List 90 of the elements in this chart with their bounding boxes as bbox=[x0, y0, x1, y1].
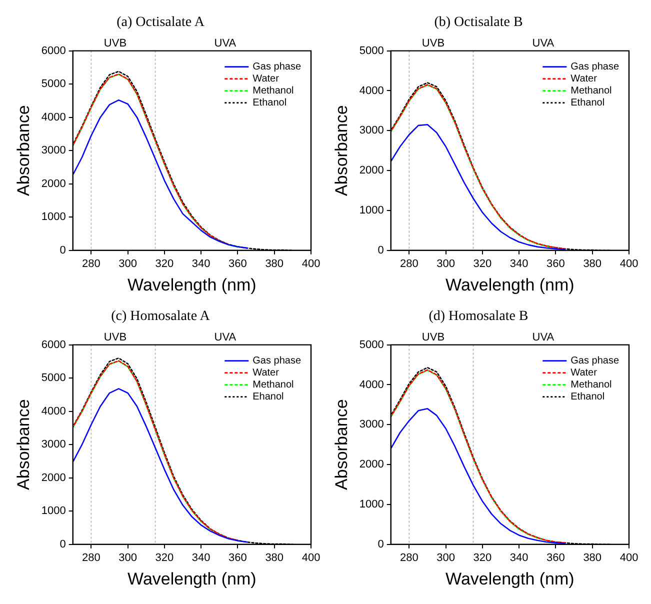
legend-label: Methanol bbox=[252, 380, 294, 391]
legend-label: Methanol bbox=[570, 86, 612, 97]
y-tick-label: 6000 bbox=[41, 338, 66, 351]
y-axis-title: Absorbance bbox=[14, 105, 33, 196]
y-tick-label: 2000 bbox=[359, 458, 384, 471]
x-tick-label: 340 bbox=[510, 258, 528, 270]
x-tick-label: 360 bbox=[228, 258, 247, 270]
legend-label: Ehanol bbox=[252, 392, 284, 403]
y-tick-label: 2000 bbox=[41, 178, 66, 190]
y-tick-label: 3000 bbox=[359, 418, 384, 431]
x-axis-title: Wavelength (nm) bbox=[446, 275, 574, 294]
x-tick-label: 300 bbox=[436, 552, 456, 564]
x-tick-label: 300 bbox=[436, 258, 456, 270]
x-tick-label: 300 bbox=[118, 258, 138, 270]
y-tick-label: 2000 bbox=[41, 472, 66, 484]
legend-label: Gas phase bbox=[570, 356, 620, 367]
chart-title: (d) Homosalate B bbox=[428, 309, 528, 324]
chart-title: (a) Octisalate A bbox=[116, 15, 206, 30]
y-tick-label: 3000 bbox=[41, 144, 66, 157]
x-tick-label: 360 bbox=[546, 552, 565, 564]
x-tick-label: 400 bbox=[620, 258, 638, 270]
text: UVB bbox=[104, 37, 127, 50]
y-axis-title: Absorbance bbox=[332, 105, 351, 196]
x-tick-label: 280 bbox=[400, 552, 418, 564]
x-tick-label: 360 bbox=[546, 258, 565, 270]
y-tick-label: 4000 bbox=[359, 378, 384, 391]
x-tick-label: 300 bbox=[118, 552, 138, 564]
x-tick-label: 380 bbox=[265, 258, 284, 270]
x-tick-label: 320 bbox=[473, 552, 492, 564]
legend-label: Gas phase bbox=[570, 62, 620, 73]
y-tick-label: 4000 bbox=[359, 84, 384, 97]
legend-label: Ethanol bbox=[570, 392, 605, 403]
y-tick-label: 1000 bbox=[41, 211, 66, 224]
text: UVA bbox=[532, 37, 555, 50]
y-tick-label: 5000 bbox=[359, 338, 384, 351]
y-tick-label: 4000 bbox=[41, 405, 66, 418]
x-tick-label: 400 bbox=[302, 552, 320, 564]
x-tick-label: 320 bbox=[155, 552, 174, 564]
x-tick-label: 400 bbox=[302, 258, 320, 270]
x-tick-label: 280 bbox=[82, 258, 100, 270]
x-tick-label: 360 bbox=[228, 552, 247, 564]
y-tick-label: 4000 bbox=[41, 111, 66, 124]
legend-label: Water bbox=[570, 74, 598, 85]
x-tick-label: 320 bbox=[155, 258, 174, 270]
y-tick-label: 5000 bbox=[41, 372, 66, 384]
x-tick-label: 280 bbox=[400, 258, 418, 270]
y-tick-label: 1000 bbox=[41, 505, 66, 518]
x-axis-title: Wavelength (nm) bbox=[128, 569, 256, 588]
x-tick-label: 340 bbox=[192, 258, 210, 270]
text: UVB bbox=[422, 37, 445, 50]
legend-label: Gas phase bbox=[252, 62, 302, 73]
x-tick-label: 340 bbox=[192, 552, 210, 564]
x-tick-label: 380 bbox=[265, 552, 284, 564]
x-tick-label: 340 bbox=[510, 552, 528, 564]
x-axis-title: Wavelength (nm) bbox=[446, 569, 574, 588]
x-tick-label: 400 bbox=[620, 552, 638, 564]
y-axis-title: Absorbance bbox=[332, 399, 351, 490]
y-tick-label: 3000 bbox=[359, 124, 384, 137]
legend-label: Ethanol bbox=[570, 98, 605, 109]
y-tick-label: 0 bbox=[60, 538, 66, 550]
y-tick-label: 0 bbox=[378, 538, 384, 550]
y-tick-label: 3000 bbox=[41, 438, 66, 451]
text: UVB bbox=[422, 331, 445, 344]
legend-label: Methanol bbox=[570, 380, 612, 391]
y-tick-label: 0 bbox=[60, 244, 66, 256]
x-tick-label: 380 bbox=[583, 552, 602, 564]
x-axis-title: Wavelength (nm) bbox=[128, 275, 256, 294]
legend-label: Water bbox=[252, 74, 280, 85]
legend-label: Water bbox=[252, 368, 280, 379]
x-tick-label: 280 bbox=[82, 552, 100, 564]
x-tick-label: 320 bbox=[473, 258, 492, 270]
chart-title: (c) Homosalate A bbox=[111, 309, 211, 324]
y-tick-label: 0 bbox=[378, 244, 384, 256]
y-tick-label: 5000 bbox=[41, 78, 66, 90]
legend-label: Ethanol bbox=[252, 98, 287, 109]
y-tick-label: 5000 bbox=[359, 44, 384, 57]
text: UVA bbox=[214, 37, 237, 50]
text: UVA bbox=[532, 331, 555, 344]
y-tick-label: 6000 bbox=[41, 44, 66, 57]
x-tick-label: 380 bbox=[583, 258, 602, 270]
y-tick-label: 2000 bbox=[359, 164, 384, 177]
legend-label: Gas phase bbox=[252, 356, 302, 367]
text: UVA bbox=[214, 331, 237, 344]
legend-label: Methanol bbox=[252, 86, 294, 97]
text: UVB bbox=[104, 331, 127, 344]
y-tick-label: 1000 bbox=[359, 498, 384, 511]
y-axis-title: Absorbance bbox=[14, 399, 33, 490]
chart-title: (b) Octisalate B bbox=[434, 15, 523, 30]
legend-label: Water bbox=[570, 368, 598, 379]
y-tick-label: 1000 bbox=[359, 204, 384, 217]
